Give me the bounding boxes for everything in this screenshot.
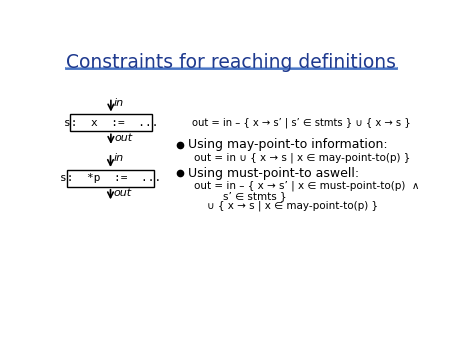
- Text: Constraints for reaching definitions: Constraints for reaching definitions: [66, 53, 396, 72]
- Text: s:  x  :=  ...: s: x := ...: [63, 118, 158, 128]
- Bar: [67, 170, 154, 187]
- Text: out = in – { x → s’ | s’ ∈ stmts } ∪ { x → s }: out = in – { x → s’ | s’ ∈ stmts } ∪ { x…: [192, 118, 410, 128]
- Text: ∪ { x → s | x ∈ may-point-to(p) }: ∪ { x → s | x ∈ may-point-to(p) }: [207, 201, 378, 211]
- Text: s’ ∈ stmts }: s’ ∈ stmts }: [223, 191, 287, 201]
- Text: Using must-point-to aswell:: Using must-point-to aswell:: [188, 167, 359, 179]
- Text: out: out: [114, 132, 132, 143]
- Bar: [70, 115, 152, 131]
- Text: Using may-point-to information:: Using may-point-to information:: [188, 138, 387, 151]
- Text: out: out: [113, 188, 132, 198]
- Text: s:  *p  :=  ...: s: *p := ...: [60, 173, 161, 184]
- Text: in: in: [113, 153, 124, 163]
- Text: in: in: [114, 98, 124, 107]
- Text: out = in – { x → s’ | x ∈ must-point-to(p)  ∧: out = in – { x → s’ | x ∈ must-point-to(…: [194, 181, 420, 191]
- Text: out = in ∪ { x → s | x ∈ may-point-to(p) }: out = in ∪ { x → s | x ∈ may-point-to(p)…: [194, 152, 410, 163]
